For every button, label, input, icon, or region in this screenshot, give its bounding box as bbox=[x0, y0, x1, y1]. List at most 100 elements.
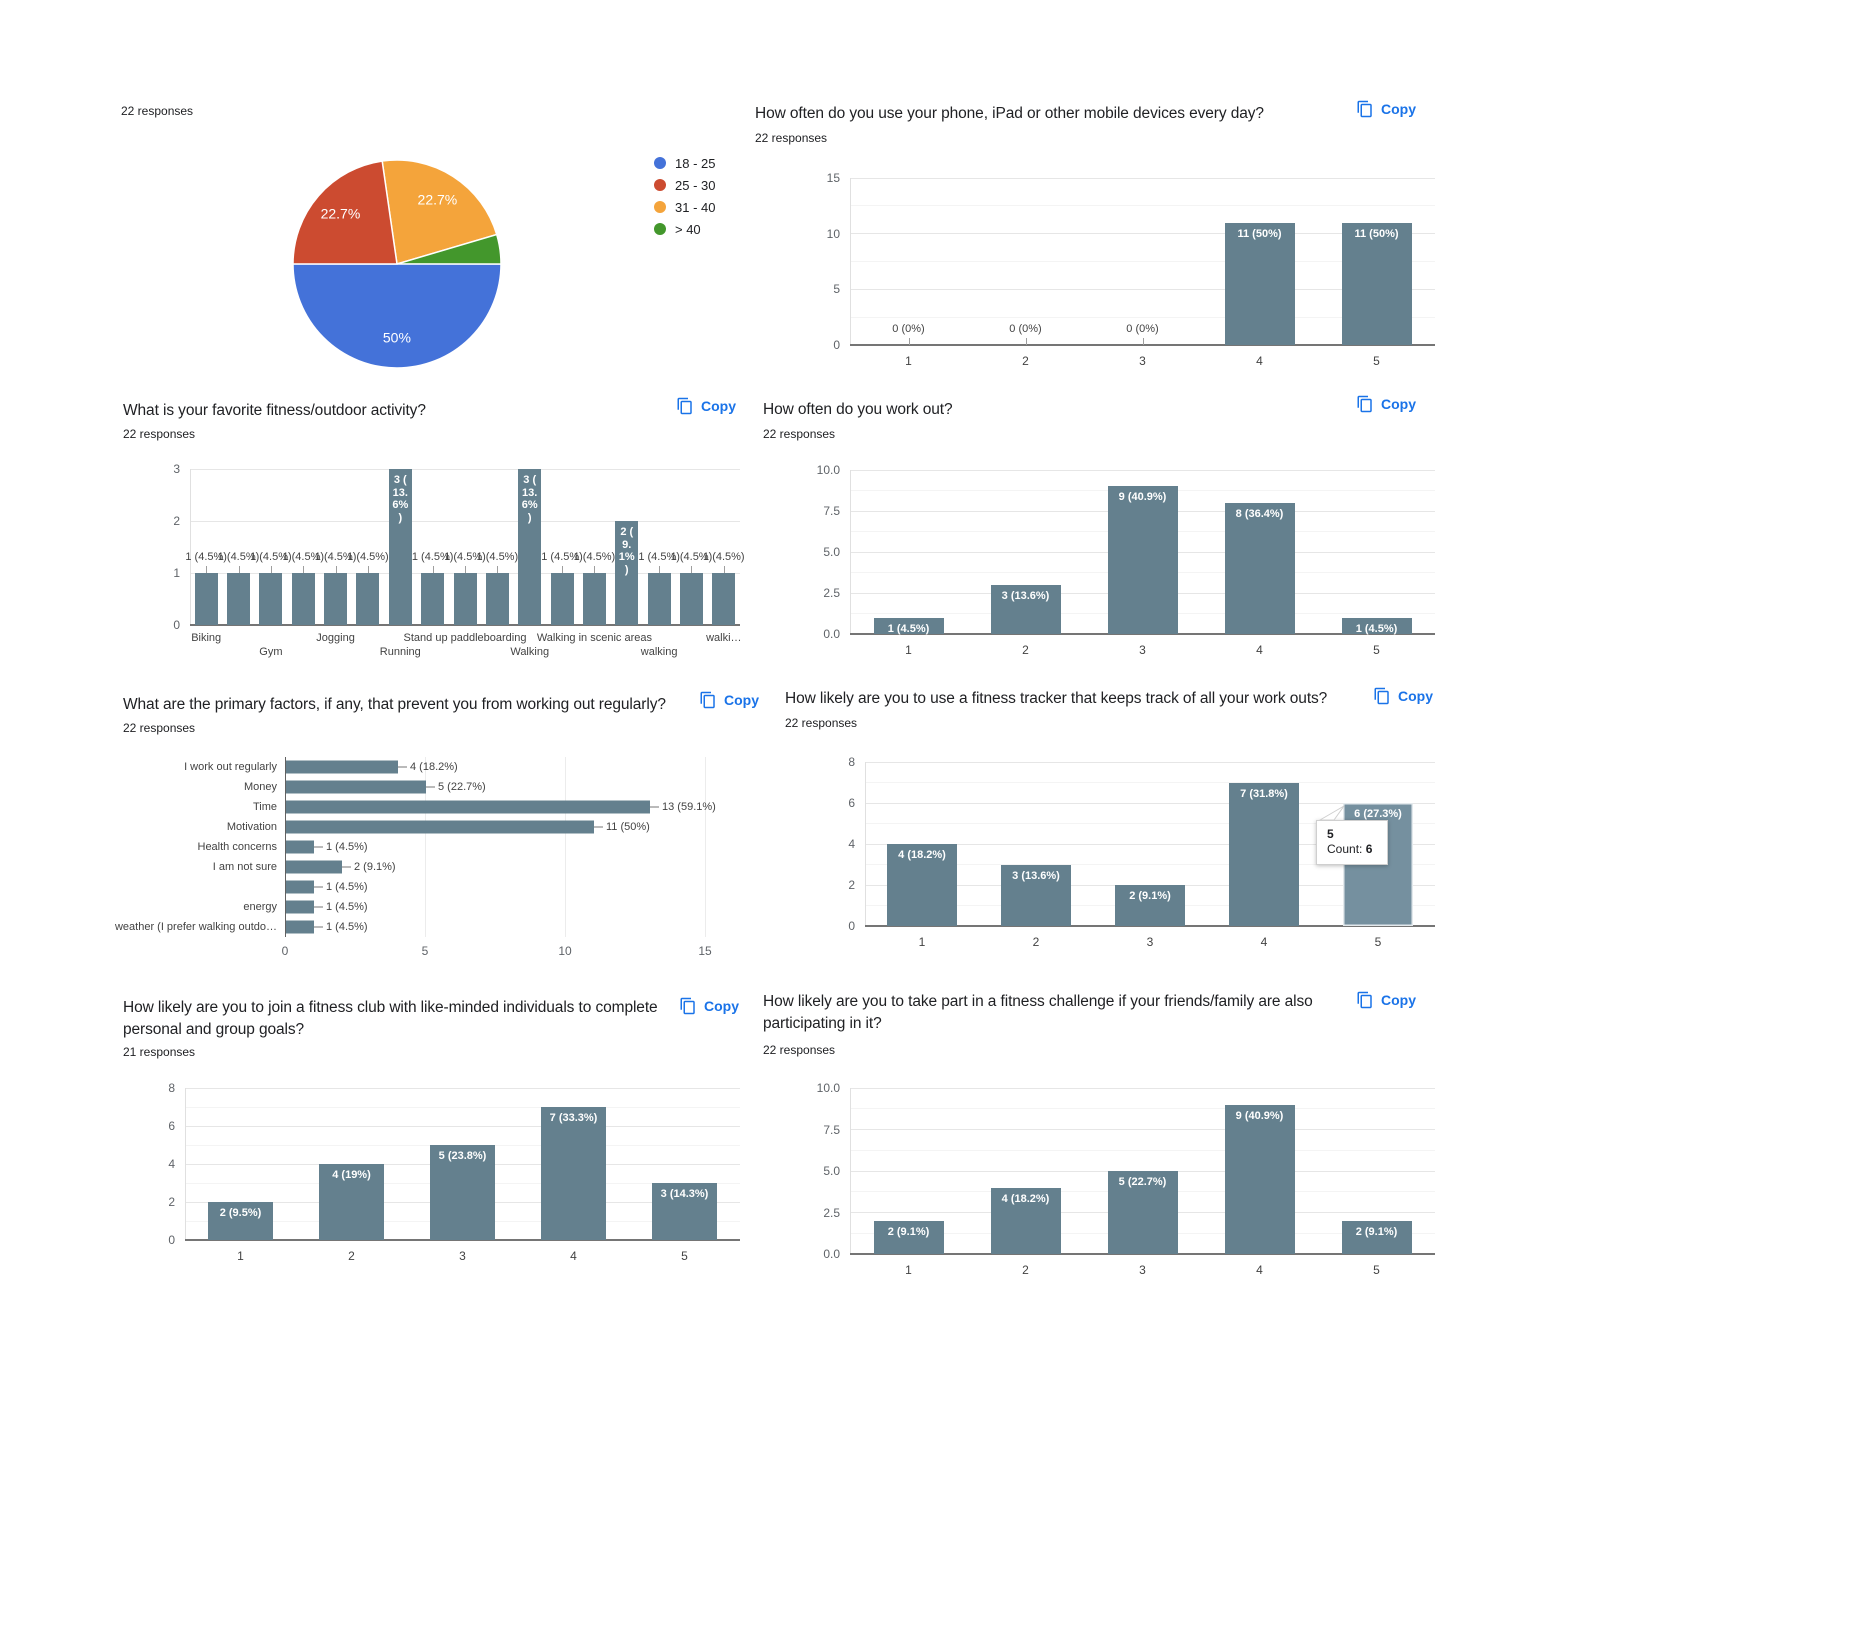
copy-button[interactable]: Copy bbox=[676, 397, 736, 415]
bar-value-label: 1 (4.5%) bbox=[444, 551, 486, 563]
bar[interactable] bbox=[518, 469, 542, 625]
bar-value-label: 4 (18.2%) bbox=[410, 761, 458, 773]
legend-item: 25 - 30 bbox=[654, 174, 715, 196]
bar[interactable] bbox=[388, 469, 412, 625]
bar[interactable] bbox=[485, 573, 509, 625]
bar[interactable] bbox=[1224, 502, 1295, 634]
plot-area: 0 5 10 15 0 (0%) 0 (0%) 0 (0%) 11 (50%) 11 (50%)… bbox=[827, 171, 1435, 368]
bar[interactable] bbox=[647, 573, 671, 625]
bar[interactable] bbox=[873, 617, 944, 634]
y-axis-tick-label: 0 bbox=[848, 919, 855, 933]
pie-slice[interactable] bbox=[292, 160, 398, 265]
y-axis-tick-label: 6 bbox=[848, 796, 855, 810]
label-stem bbox=[594, 566, 596, 573]
copy-button[interactable]: Copy bbox=[1373, 687, 1433, 705]
label-stem bbox=[303, 566, 305, 573]
label-stem bbox=[206, 566, 208, 573]
bar[interactable] bbox=[1107, 1171, 1178, 1254]
bar-value-label: 1 (4.5%) bbox=[185, 551, 227, 563]
bar[interactable] bbox=[1229, 782, 1299, 926]
bar[interactable] bbox=[1001, 864, 1071, 926]
copy-button[interactable]: Copy bbox=[1356, 100, 1416, 118]
bar[interactable] bbox=[1224, 1104, 1295, 1254]
bar[interactable] bbox=[652, 1183, 717, 1240]
bar[interactable] bbox=[615, 521, 639, 625]
bar[interactable] bbox=[887, 844, 957, 926]
bar[interactable] bbox=[453, 573, 477, 625]
bar[interactable] bbox=[286, 820, 594, 834]
bar-value-label: 1 (4.5%) bbox=[217, 551, 260, 563]
x-axis-label: 5 bbox=[1374, 935, 1382, 949]
bar-value-label: 1 (4.5%) bbox=[670, 551, 713, 563]
copy-button[interactable]: Copy bbox=[699, 691, 759, 709]
legend-color-dot bbox=[654, 201, 666, 213]
x-axis-tick-label: 5 bbox=[421, 944, 429, 958]
bar[interactable] bbox=[990, 1187, 1061, 1254]
bar[interactable] bbox=[421, 573, 445, 625]
value-connector bbox=[314, 886, 323, 888]
copy-button[interactable]: Copy bbox=[679, 997, 739, 1015]
value-connector bbox=[314, 906, 323, 908]
bar-value-label: 3 (13.6%) bbox=[1001, 589, 1050, 602]
y-axis-tick-label: 7.5 bbox=[823, 1122, 840, 1137]
bar-value-label: 1 (4.5%) bbox=[887, 622, 930, 635]
label-stem bbox=[465, 566, 466, 573]
copy-label: Copy bbox=[704, 998, 739, 1014]
x-axis-label: 2 bbox=[348, 1249, 355, 1263]
bar[interactable] bbox=[990, 584, 1061, 634]
pie-chart: 22.7% 50% 22.7% bbox=[292, 159, 502, 369]
pie-slice[interactable] bbox=[292, 263, 502, 369]
plot-area: 0.0 2.5 5.0 7.5 10.0 2 (9.1%) 4 (18.2%) 5 (22.7… bbox=[817, 1081, 1435, 1277]
bar[interactable] bbox=[286, 760, 398, 774]
bar[interactable] bbox=[286, 920, 314, 934]
bar[interactable] bbox=[582, 573, 606, 625]
y-axis-line bbox=[285, 757, 286, 937]
bar[interactable] bbox=[286, 900, 314, 914]
bar[interactable] bbox=[286, 860, 342, 874]
bar[interactable] bbox=[1107, 486, 1178, 634]
bar[interactable] bbox=[712, 573, 736, 625]
bar-value-label: 7 (33.3%) bbox=[549, 1112, 598, 1124]
y-axis-tick-label: 5 bbox=[833, 282, 840, 297]
bar[interactable] bbox=[194, 573, 218, 625]
bar[interactable] bbox=[208, 1202, 273, 1240]
bar[interactable] bbox=[291, 573, 315, 625]
bar[interactable] bbox=[679, 573, 703, 625]
plot-area: 0 2 4 6 8 2 (9.5%) 4 (19%) 5 (23.8%) 7 (33.3%) 3 … bbox=[168, 1081, 740, 1263]
bar[interactable] bbox=[227, 573, 251, 625]
x-axis-label: 1 bbox=[905, 1263, 912, 1277]
bar[interactable] bbox=[286, 840, 314, 854]
bar[interactable] bbox=[1341, 1220, 1412, 1254]
bar[interactable] bbox=[356, 573, 380, 625]
bar-value-label: 13 (59.1%) bbox=[662, 801, 716, 813]
bar[interactable] bbox=[286, 880, 314, 894]
bar-value-label: 5 (22.7%) bbox=[1118, 1176, 1167, 1188]
chart-title: What are the primary factors, if any, th… bbox=[123, 696, 666, 713]
label-stem bbox=[270, 566, 272, 573]
y-axis-tick-label: 8 bbox=[168, 1081, 175, 1095]
bar[interactable] bbox=[286, 780, 426, 794]
y-axis-tick-label: 10.0 bbox=[816, 463, 840, 477]
bar[interactable] bbox=[550, 573, 574, 625]
bar[interactable] bbox=[1224, 222, 1295, 345]
pie-slice[interactable] bbox=[381, 159, 498, 265]
bar[interactable] bbox=[541, 1107, 606, 1240]
bar[interactable] bbox=[259, 573, 283, 625]
copy-button[interactable]: Copy bbox=[1356, 991, 1416, 1009]
bar-value-label: 3 ( 13. 6% ) bbox=[392, 474, 409, 524]
x-axis-label: walking bbox=[640, 646, 678, 658]
bar[interactable] bbox=[873, 1220, 944, 1254]
responses-count: 22 responses bbox=[123, 427, 196, 441]
bar[interactable] bbox=[430, 1145, 495, 1240]
tooltip-pointer bbox=[1318, 805, 1345, 821]
x-axis-label: 5 bbox=[1373, 643, 1380, 657]
bar[interactable] bbox=[1341, 222, 1412, 345]
legend-color-dot bbox=[654, 223, 666, 235]
bar[interactable] bbox=[1115, 885, 1185, 926]
gridline-minor bbox=[185, 1106, 740, 1108]
bar[interactable] bbox=[324, 573, 348, 625]
bar[interactable] bbox=[319, 1164, 384, 1240]
bar[interactable] bbox=[286, 800, 650, 814]
copy-button[interactable]: Copy bbox=[1356, 395, 1416, 413]
bar[interactable] bbox=[1341, 617, 1412, 634]
